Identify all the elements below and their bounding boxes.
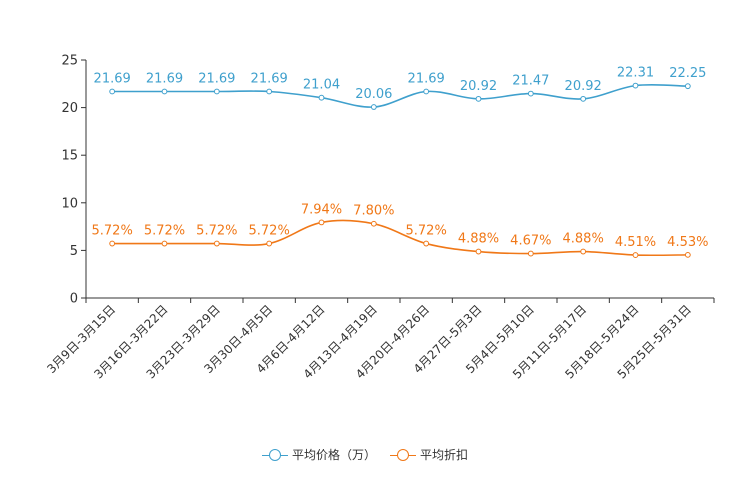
data-label-1: 4.88% xyxy=(563,232,604,247)
legend-price-marker-icon xyxy=(262,448,288,462)
legend-item-discount[interactable]: 平均折扣 xyxy=(390,446,468,463)
line-chart: 05101520253月9日-3月15日3月16日-3月22日3月23日-3月2… xyxy=(44,54,715,382)
series-line-0 xyxy=(112,83,688,108)
data-point-0 xyxy=(266,88,273,95)
data-label-0: 21.69 xyxy=(94,72,131,87)
data-point-1 xyxy=(632,252,639,258)
data-point-1 xyxy=(161,240,168,247)
data-point-0 xyxy=(632,82,639,89)
y-tick-label: 15 xyxy=(61,149,78,164)
data-label-1: 5.72% xyxy=(144,224,185,239)
data-point-1 xyxy=(370,220,377,227)
data-point-1 xyxy=(580,248,587,255)
data-point-1 xyxy=(318,219,325,226)
data-label-1: 7.94% xyxy=(301,202,342,217)
data-label-0: 20.92 xyxy=(460,79,497,94)
data-label-1: 4.53% xyxy=(667,235,708,250)
data-point-1 xyxy=(684,251,691,258)
data-point-0 xyxy=(684,83,691,90)
data-point-0 xyxy=(475,95,482,102)
data-label-0: 22.31 xyxy=(617,66,654,81)
data-point-1 xyxy=(213,240,220,247)
data-label-1: 5.72% xyxy=(92,224,133,239)
data-label-0: 21.69 xyxy=(408,72,445,87)
data-label-0: 21.47 xyxy=(512,74,549,89)
data-point-0 xyxy=(109,88,116,95)
data-point-0 xyxy=(161,88,168,95)
data-label-1: 7.80% xyxy=(353,204,394,219)
data-point-1 xyxy=(109,240,116,247)
data-point-0 xyxy=(318,94,325,101)
data-label-1: 5.72% xyxy=(406,224,447,239)
data-point-0 xyxy=(527,90,534,97)
legend-discount-label: 平均折扣 xyxy=(420,448,469,462)
legend-price-label: 平均价格（万） xyxy=(292,448,377,462)
data-label-1: 4.51% xyxy=(615,235,656,250)
data-point-1 xyxy=(527,250,534,257)
data-label-1: 5.72% xyxy=(249,224,290,239)
y-tick-label: 0 xyxy=(70,292,78,307)
y-tick-label: 10 xyxy=(61,196,78,211)
chart-legend: 平均价格（万） 平均折扣 xyxy=(262,446,482,463)
data-label-0: 20.06 xyxy=(355,87,392,102)
data-label-0: 21.69 xyxy=(251,72,288,87)
legend-item-price[interactable]: 平均价格（万） xyxy=(262,446,376,463)
data-label-0: 20.92 xyxy=(565,79,602,94)
data-point-1 xyxy=(423,240,430,247)
data-point-1 xyxy=(475,248,482,255)
data-label-0: 22.25 xyxy=(669,66,706,81)
data-point-0 xyxy=(423,88,430,95)
data-label-1: 4.88% xyxy=(458,232,499,247)
data-point-0 xyxy=(370,104,377,110)
y-tick-label: 5 xyxy=(70,244,78,259)
series-line-1 xyxy=(112,219,688,257)
legend-discount-marker-icon xyxy=(390,448,417,462)
data-label-0: 21.69 xyxy=(198,72,235,87)
data-label-0: 21.04 xyxy=(303,78,340,93)
y-tick-label: 25 xyxy=(61,54,78,69)
data-label-1: 5.72% xyxy=(196,224,237,239)
data-point-1 xyxy=(266,240,273,247)
y-tick-label: 20 xyxy=(61,101,78,116)
data-label-0: 21.69 xyxy=(146,72,183,87)
data-point-0 xyxy=(580,95,587,102)
data-label-1: 4.67% xyxy=(510,234,551,249)
data-point-0 xyxy=(213,88,220,95)
